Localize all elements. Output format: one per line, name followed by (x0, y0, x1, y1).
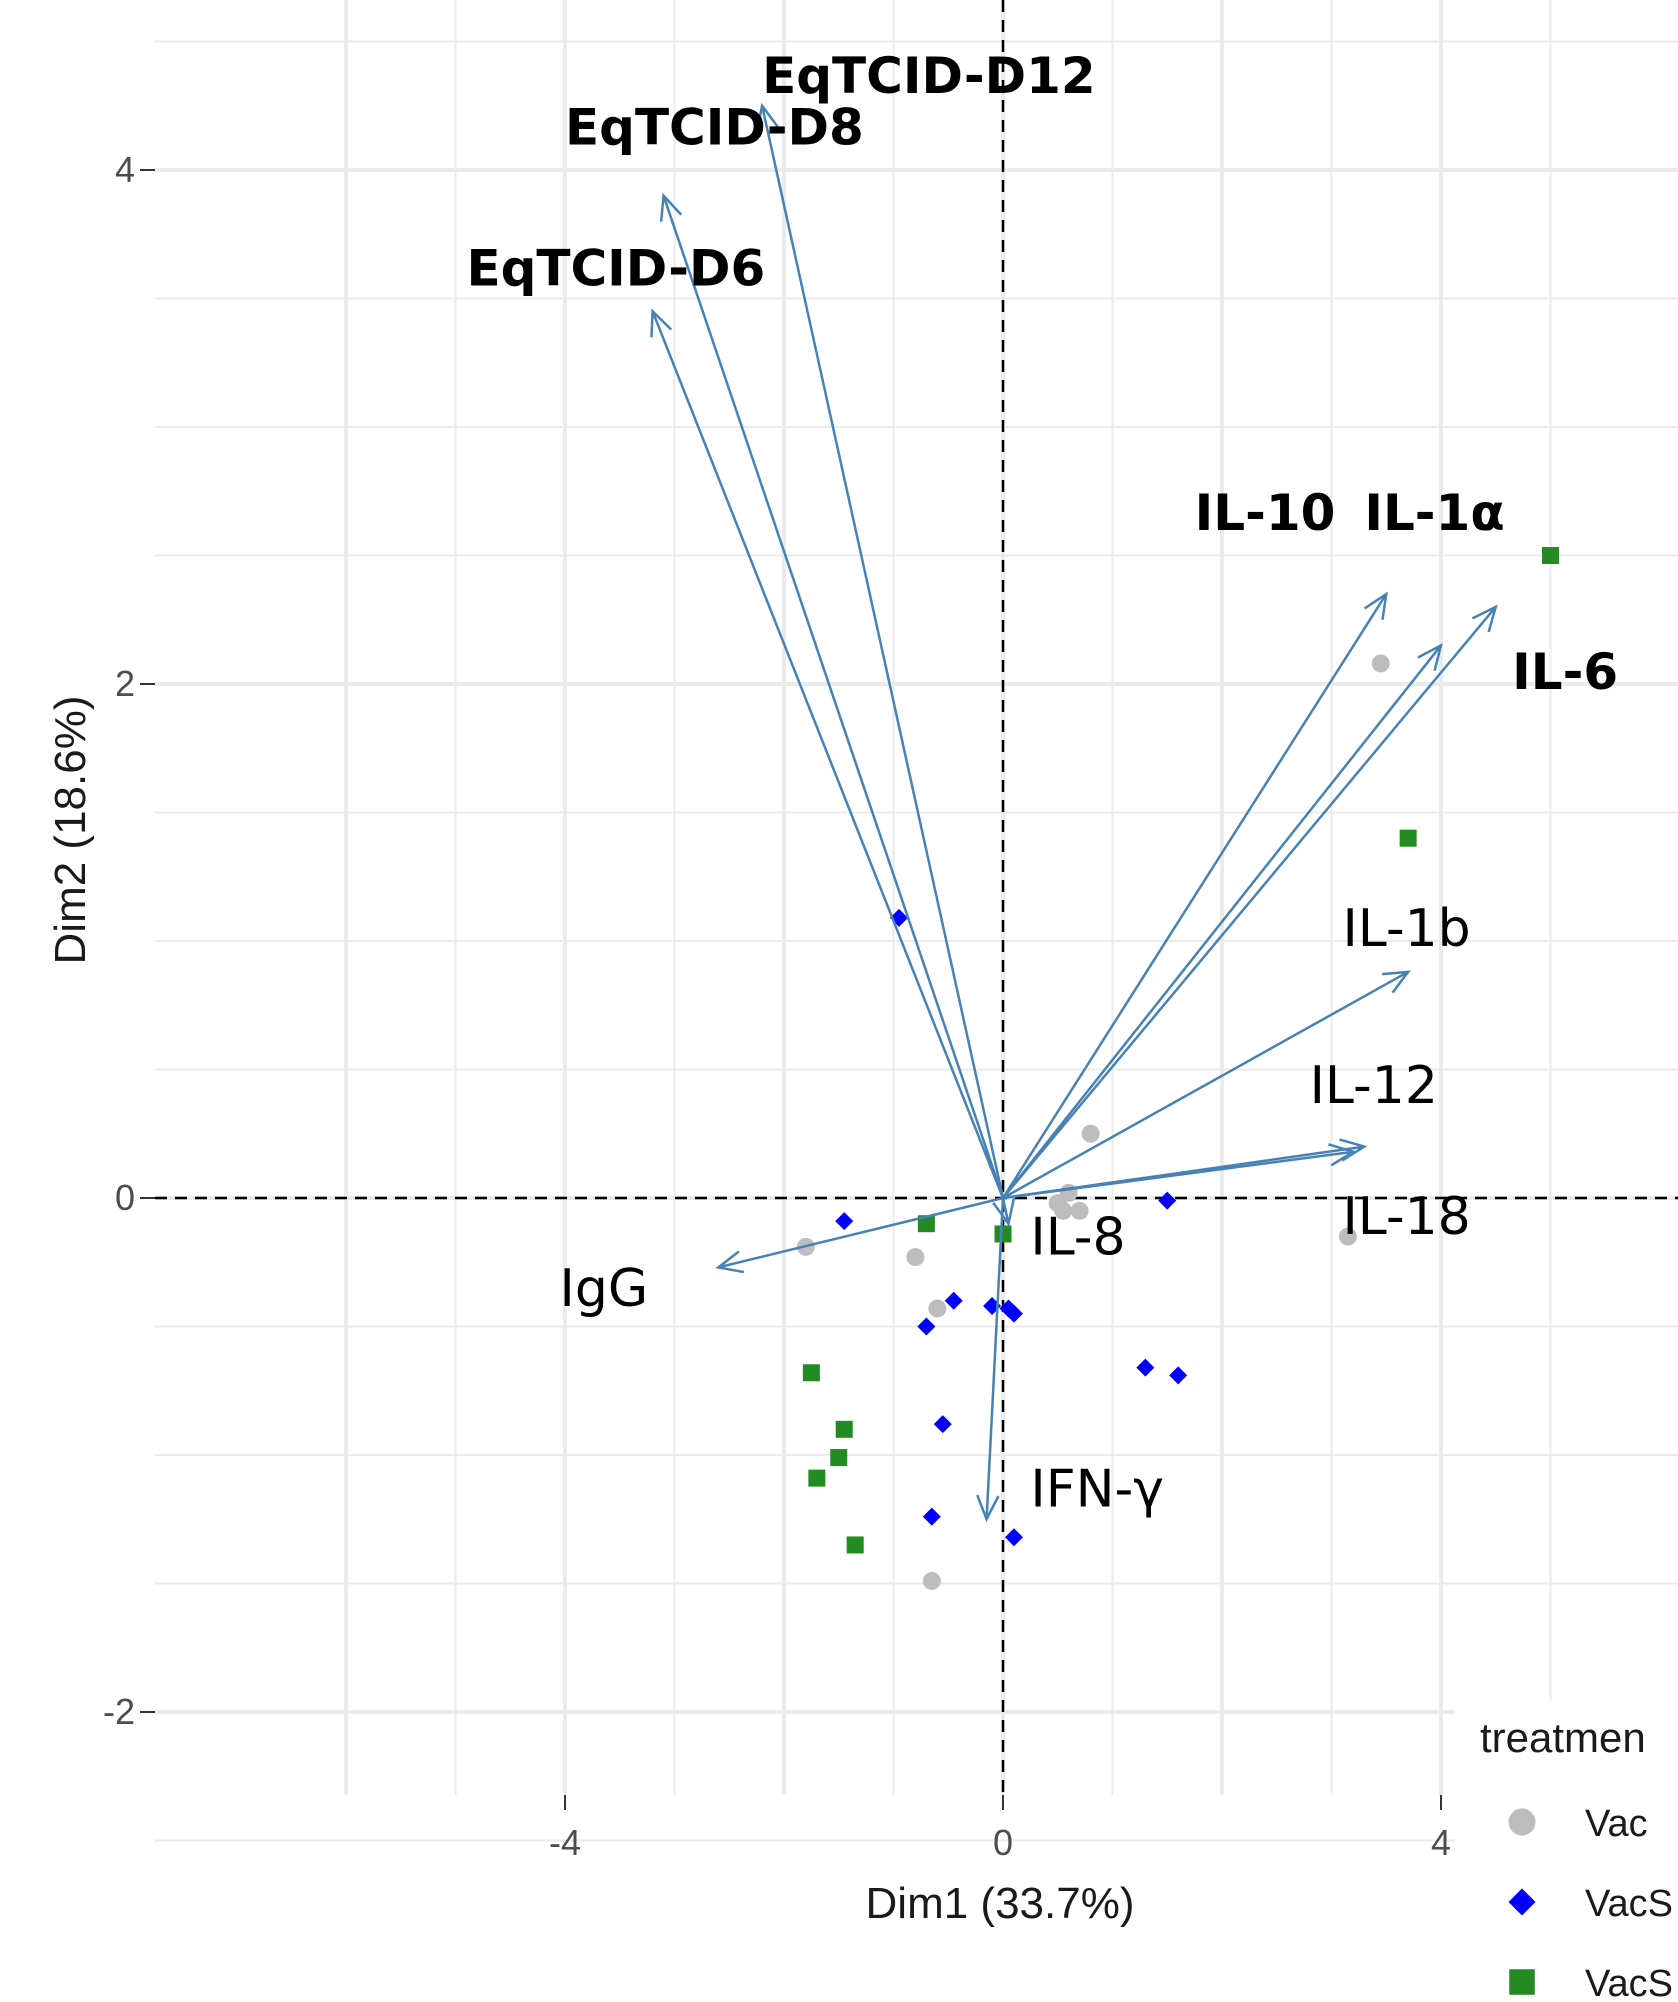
data-point-diamond (835, 1212, 854, 1231)
legend-label: VacS (1585, 1963, 1673, 2002)
y-tick-label: 4 (115, 149, 135, 190)
data-point-circle (1081, 1124, 1100, 1143)
vector-line (1002, 1150, 1354, 1200)
vector-line (662, 195, 1005, 1199)
vector-label: IL-10 (1195, 484, 1336, 542)
legend-key-circle (1508, 1808, 1536, 1836)
legend-label: VacS (1585, 1883, 1673, 1925)
y-tick-label: -2 (103, 1691, 135, 1732)
vector-label: IL-6 (1512, 643, 1618, 701)
data-point-circle (906, 1248, 925, 1267)
legend: treatmen Vac VacS VacS (1455, 1700, 1678, 2002)
vector-arrowhead (1328, 1143, 1357, 1167)
vector-line (760, 105, 1005, 1199)
data-point-diamond (922, 1507, 941, 1526)
data-point-circle (1338, 1227, 1357, 1246)
data-point-diamond (1004, 1304, 1023, 1323)
vector-line (1002, 970, 1409, 1200)
vector-label: IL-1b (1342, 899, 1470, 959)
vector-label: IL-8 (1030, 1208, 1125, 1268)
data-point-square (846, 1536, 864, 1554)
legend-label: Vac (1585, 1803, 1648, 1845)
vector-arrowhead (650, 308, 673, 338)
vector-line (651, 310, 1005, 1199)
vector-arrowhead (659, 192, 683, 222)
vector-arrowhead (1363, 591, 1388, 620)
data-point-diamond (1169, 1366, 1188, 1385)
data-point-circle (922, 1571, 941, 1590)
data-point-square (1399, 829, 1417, 847)
vector-label: IL-18 (1342, 1187, 1470, 1247)
data-points (796, 547, 1559, 1590)
y-axis-title: Dim2 (18.6%) (46, 696, 95, 965)
vector-label: IgG (560, 1259, 649, 1319)
vector-line (718, 1196, 1004, 1269)
vector-line (985, 1197, 1005, 1520)
reference-lines (155, 0, 1678, 1795)
vector-label: IL-1α (1364, 484, 1504, 542)
vector-label: EqTCID-D6 (466, 240, 765, 298)
y-tick-label: 0 (115, 1177, 135, 1218)
vector-arrowhead (1417, 643, 1443, 671)
data-point-circle (1371, 654, 1390, 673)
y-tick-label: 2 (115, 663, 135, 704)
legend-background (1455, 1700, 1678, 2002)
data-point-square (830, 1449, 848, 1467)
data-point-square (994, 1225, 1012, 1243)
x-tick-label: 4 (1431, 1822, 1451, 1863)
vector-line (1002, 644, 1442, 1199)
vector-label: EqTCID-D8 (565, 98, 864, 156)
legend-key-square (1509, 1969, 1535, 1995)
legend-title: treatmen (1480, 1714, 1646, 1761)
data-point-diamond (933, 1415, 952, 1434)
x-tick-label: -4 (549, 1822, 581, 1863)
vector-arrowhead (1471, 604, 1498, 633)
data-point-square (802, 1364, 820, 1382)
vector-label: EqTCID-D12 (762, 47, 1096, 105)
legend-key-diamond (1508, 1888, 1536, 1916)
x-tick-label: 0 (993, 1822, 1013, 1863)
data-point-circle (1070, 1201, 1089, 1220)
data-point-circle (1054, 1201, 1073, 1220)
vector-label: IL-12 (1310, 1056, 1438, 1116)
vector-arrowhead (992, 1198, 1016, 1227)
x-axis-title: Dim1 (33.7%) (866, 1879, 1135, 1928)
vector-arrowhead (1339, 1138, 1368, 1162)
data-point-diamond (1158, 1191, 1177, 1210)
vector-label: IFN-γ (1030, 1459, 1164, 1519)
data-point-diamond (1136, 1358, 1155, 1377)
data-point-diamond (1004, 1528, 1023, 1547)
axis-ticks: -4 0 4 -2 0 2 4 (103, 149, 1451, 1863)
vector-arrowhead (1382, 970, 1411, 994)
data-point-square (808, 1469, 826, 1487)
vector-line (1001, 593, 1388, 1199)
data-point-diamond (917, 1317, 936, 1336)
vector-line (1002, 606, 1497, 1199)
data-point-circle (928, 1299, 947, 1318)
vector-arrowhead (715, 1250, 745, 1274)
data-point-square (1542, 547, 1559, 564)
data-point-square (917, 1215, 935, 1233)
vector-arrowhead (755, 102, 779, 132)
data-point-diamond (944, 1291, 963, 1310)
data-point-square (835, 1420, 853, 1438)
vector-arrowhead (976, 1494, 1000, 1523)
